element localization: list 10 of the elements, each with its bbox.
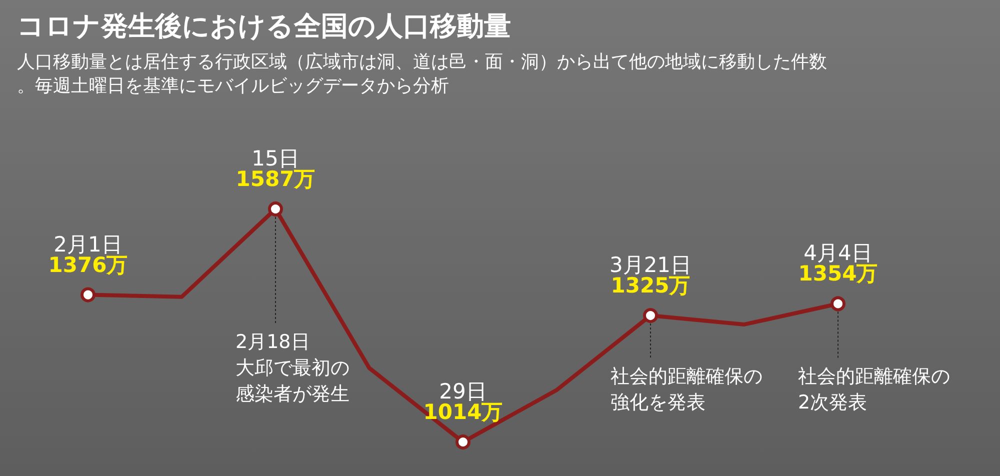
point xyxy=(456,434,470,450)
annotation: 2月18日大邱で最初の感染者が発生 xyxy=(236,331,350,405)
point xyxy=(268,202,283,216)
chart-title: コロナ発生後における全国の人口移動量 xyxy=(17,11,511,42)
point xyxy=(830,296,846,312)
chart-subtitle: 人口移動量とは居住する行政区域（広域市は洞、道は邑・面・洞）から出て他の地域に移動した件数。毎週土曜日を基準にモバイルビッグデータから分析 xyxy=(17,52,827,96)
annotation: 社会的距離確保の強化を発表 xyxy=(610,366,762,414)
point xyxy=(643,308,658,324)
point xyxy=(80,287,96,302)
annotation: 社会的距離確保の2次発表 xyxy=(798,366,950,414)
